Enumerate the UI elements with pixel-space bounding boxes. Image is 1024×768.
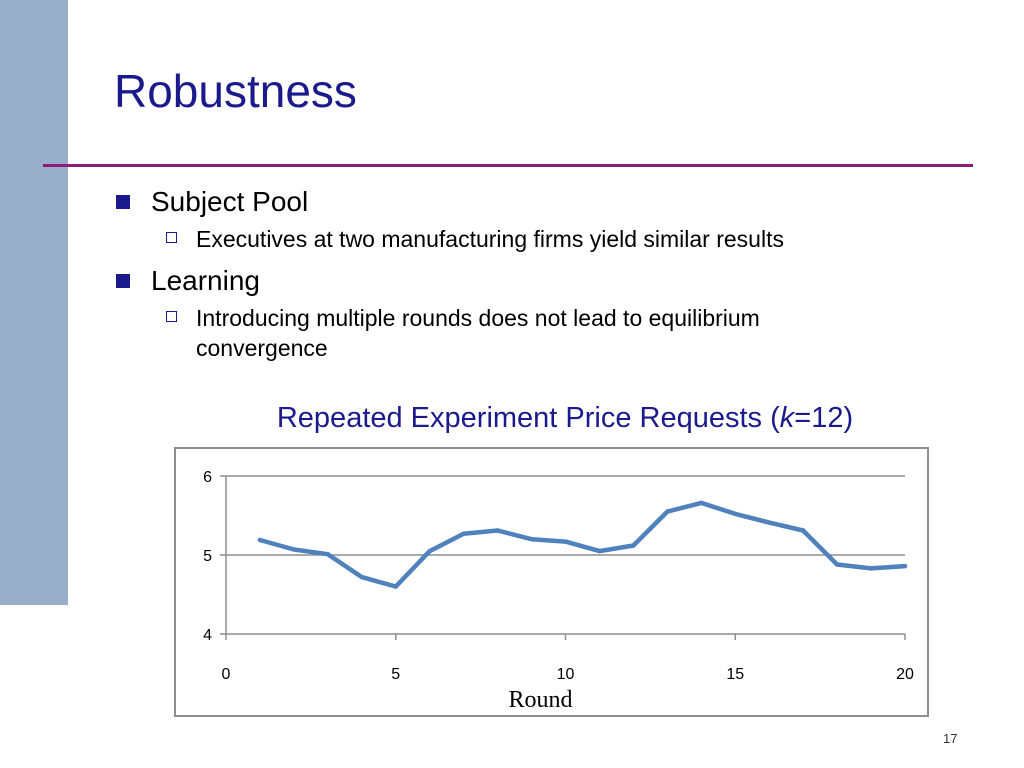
- x-tick-label-10: 10: [557, 666, 575, 683]
- square-bullet-icon: [116, 274, 130, 288]
- square-bullet-icon: [116, 195, 130, 209]
- page-number: 17: [943, 731, 958, 746]
- data-point-round-14: [699, 500, 704, 506]
- chart-title-rest: =12): [794, 402, 854, 434]
- x-tick-label-20: 20: [896, 666, 914, 683]
- hollow-square-bullet-icon: [166, 311, 177, 322]
- side-accent-bar: [0, 0, 68, 605]
- chart-frame: 4 5 6 0 5 10 15 20 Round: [174, 447, 929, 717]
- y-tick-label-6: 6: [203, 469, 212, 486]
- data-point-round-8: [495, 528, 500, 533]
- data-point-round-20: [902, 563, 908, 569]
- data-point-round-17: [800, 528, 806, 533]
- data-point-round-18: [834, 562, 840, 567]
- y-tick-label-4: 4: [203, 627, 212, 644]
- bullet-list: Subject Pool Executives at two manufactu…: [114, 185, 974, 373]
- sub-bullet-text: Introducing multiple rounds does not lea…: [196, 305, 760, 361]
- x-axis-title: Round: [508, 687, 572, 713]
- chart-title: Repeated Experiment Price Requests (k=12…: [200, 402, 930, 435]
- data-point-round-12: [631, 543, 636, 548]
- data-point-round-1: [257, 537, 263, 543]
- bullet-text: Subject Pool: [151, 186, 309, 217]
- sub-bullet-multiple-rounds: Introducing multiple rounds does not lea…: [164, 303, 896, 363]
- data-point-round-4: [359, 574, 364, 580]
- bullet-learning: Learning: [114, 264, 974, 298]
- data-point-round-11: [597, 548, 602, 554]
- data-point-round-2: [291, 547, 297, 552]
- data-point-round-15: [733, 511, 738, 517]
- data-point-round-3: [325, 552, 331, 557]
- line-chart: 4 5 6 0 5 10 15 20 Round: [203, 469, 914, 713]
- x-tick-label-0: 0: [222, 666, 231, 683]
- bullet-text: Learning: [151, 265, 260, 296]
- data-point-round-7: [461, 531, 466, 536]
- series-line: [257, 500, 908, 589]
- title-divider: [43, 164, 973, 167]
- x-tick-label-15: 15: [726, 666, 744, 683]
- sub-bullet-text: Executives at two manufacturing firms yi…: [196, 226, 784, 252]
- x-tick-label-5: 5: [391, 666, 400, 683]
- data-point-round-13: [665, 509, 670, 514]
- data-point-round-6: [427, 548, 432, 554]
- chart-title-variable: k: [779, 402, 795, 434]
- chart-title-main: Repeated Experiment Price Requests (: [276, 402, 780, 434]
- bullet-subject-pool: Subject Pool: [114, 185, 974, 219]
- data-point-round-5: [393, 584, 398, 589]
- data-point-round-9: [529, 537, 534, 542]
- slide-title: Robustness: [114, 65, 357, 117]
- data-point-round-19: [868, 566, 874, 571]
- y-tick-label-5: 5: [203, 548, 212, 565]
- data-point-round-16: [767, 520, 772, 525]
- hollow-square-bullet-icon: [166, 232, 177, 243]
- sub-bullet-executives: Executives at two manufacturing firms yi…: [164, 224, 896, 254]
- data-point-round-10: [563, 539, 568, 544]
